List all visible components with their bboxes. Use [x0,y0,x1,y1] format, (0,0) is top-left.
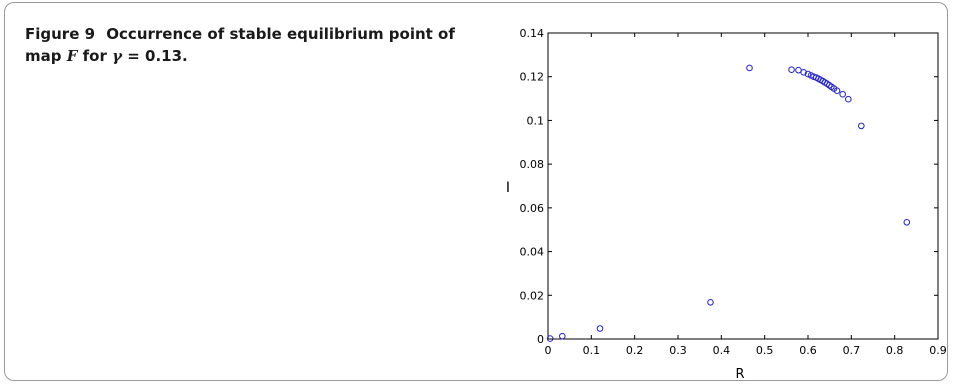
data-point [833,87,841,95]
data-point [903,218,911,226]
x-tick-label: 0.6 [799,344,817,357]
y-tick-label: 0 [537,333,544,346]
plot-area-border [547,32,939,340]
data-point [596,325,604,332]
y-tick-label: 0.14 [520,27,545,40]
data-point [839,90,846,98]
figure-frame: Figure 9 Occurrence of stable equilibriu… [4,2,948,381]
map-symbol: F [66,47,78,65]
data-points [546,64,911,342]
x-tick-label: 0.2 [626,344,644,357]
data-point [559,332,566,340]
x-tick-label: 0.4 [713,344,731,357]
y-axis-ticks: 0 0.02 0.04 0.06 0.08 0.1 0.12 0.14 [520,27,938,346]
data-point [788,66,795,74]
y-tick-label: 0.08 [520,158,545,171]
y-tick-label: 0.1 [527,114,545,127]
data-point [707,298,714,306]
y-tick-label: 0.04 [520,246,545,259]
x-tick-label: 0.7 [843,344,861,357]
figure-caption: Figure 9 Occurrence of stable equilibriu… [25,23,485,67]
gamma-symbol: γ [112,47,122,65]
data-point [804,70,812,78]
x-tick-label: 0 [545,344,552,357]
data-point [746,64,753,72]
y-tick-label: 0.12 [520,71,545,84]
x-tick-label: 0.3 [669,344,687,357]
x-tick-label: 0.9 [929,344,947,357]
x-tick-label: 0.5 [756,344,774,357]
y-axis-label: I [506,180,510,196]
data-point [845,95,852,103]
x-axis-ticks: 0 0.1 0.2 0.3 0.4 0.5 0.6 0.7 0.8 0.9 [545,33,947,357]
caption-text-before: Occurrence of stable equilibrium point o… [25,25,455,65]
data-point [858,122,865,130]
caption-text-middle: for [82,47,107,65]
caption-text-after: = 0.13. [127,47,188,65]
chart-axes [547,32,939,340]
data-point [546,335,554,342]
y-tick-label: 0.02 [520,289,545,302]
y-tick-label: 0.06 [520,202,545,215]
data-point [800,69,807,76]
x-tick-label: 0.1 [583,344,601,357]
x-axis-label: R [735,367,744,382]
x-tick-label: 0.8 [886,344,904,357]
figure-label: Figure 9 [25,25,96,43]
